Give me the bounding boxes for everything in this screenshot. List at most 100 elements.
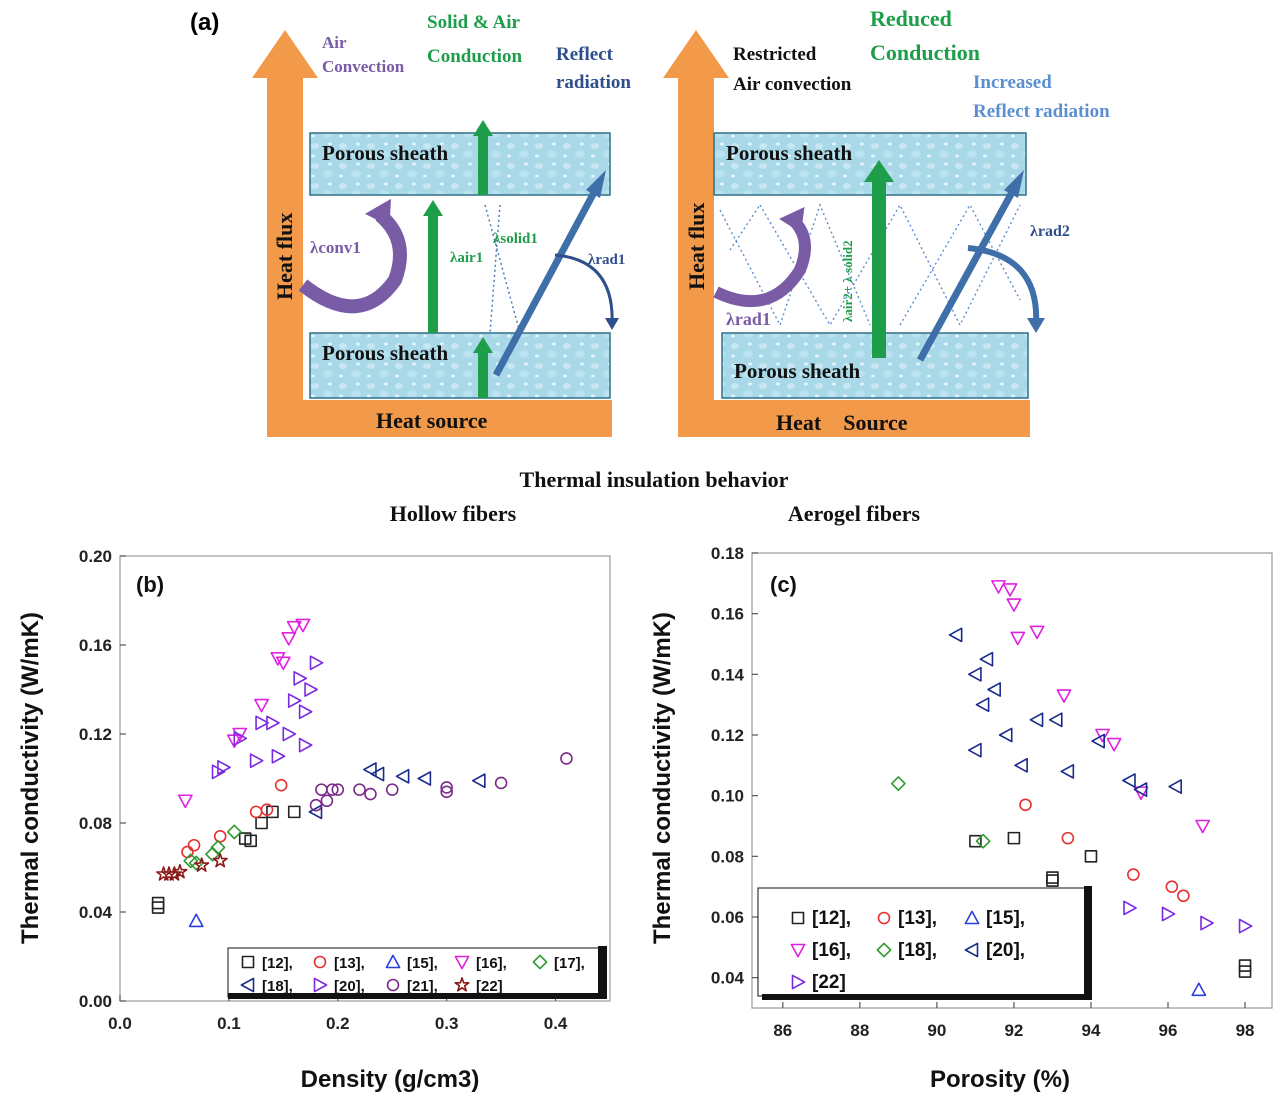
data-point-16 [281, 632, 297, 646]
radiation-arrow-right [916, 183, 1020, 362]
right-schematic: Heat flux Heat Source Porous sheath Poro… [663, 6, 1110, 437]
legend-marker-12 [241, 955, 255, 969]
legend-label-20: [20], [986, 940, 1025, 961]
data-point-12 [1046, 874, 1059, 887]
reduced-line1: Reduced [870, 6, 952, 31]
y-tick-label: 0.06 [711, 908, 744, 927]
legend-label-13: [13], [898, 908, 937, 929]
data-point-13 [260, 803, 274, 816]
data-point-16 [1106, 737, 1122, 752]
convection-arrowhead-right [779, 207, 805, 233]
chart-b-points [151, 618, 573, 928]
legend-label-22: [22] [476, 978, 503, 995]
porous-sheath-bottom-left [309, 332, 611, 399]
chart-c: Aerogel fibers (c) 0.040.060.080.100.120… [649, 501, 1273, 1093]
data-point-12 [1084, 850, 1098, 863]
data-point-22 [161, 866, 177, 881]
x-tick-label: 0.2 [326, 1014, 350, 1033]
radiation-arrow-left [492, 183, 602, 377]
rad-angle-arc-right [967, 245, 1040, 326]
solid-air-line1: Solid & Air [427, 12, 520, 33]
data-point-20 [1091, 733, 1105, 749]
legend-marker-20 [313, 977, 328, 993]
solid-air-line2: Conduction [427, 46, 522, 67]
data-point-16 [1056, 689, 1072, 703]
data-point-20 [304, 682, 318, 697]
data-point-17 [210, 840, 226, 855]
heat-flux-arrow-right [663, 30, 1030, 437]
x-tick-label: 94 [1082, 1021, 1101, 1040]
data-point-12 [1007, 831, 1021, 845]
chart-b-title: Hollow fibers [390, 501, 517, 526]
data-point-20 [968, 742, 982, 758]
y-tick-label: 0.12 [711, 726, 744, 745]
x-tick-label: 98 [1236, 1021, 1255, 1040]
data-point-20 [1060, 764, 1075, 779]
data-point-22 [1161, 906, 1176, 922]
porous-sheath-bottom-left-label: Porous sheath [322, 341, 449, 365]
x-tick-label: 0.0 [108, 1014, 132, 1033]
heat-flux-arrow-left [252, 30, 612, 437]
data-point-22 [194, 857, 210, 872]
data-point-20 [266, 715, 280, 731]
legend-label-18: [18], [262, 978, 293, 995]
air-convection-line1: Air [322, 33, 347, 52]
chart-c-points [890, 580, 1253, 997]
reduced-line2: Conduction [870, 40, 980, 65]
heat-source-label-right: Heat Source [776, 410, 908, 435]
data-point-12 [287, 805, 301, 819]
data-point-20 [948, 627, 963, 643]
lambda-air-solid2: λair2+ λ solid2 [840, 240, 855, 322]
legend-label-22: [22] [812, 972, 846, 993]
chart-c-plot-frame [751, 552, 1273, 1009]
data-point-21 [353, 783, 366, 796]
data-point-21 [385, 783, 399, 796]
data-point-16 [1006, 598, 1022, 612]
legend-marker-18 [876, 942, 892, 958]
data-point-16 [1195, 819, 1211, 834]
chart-c-legend-entries: [12], [13], [15], [16], [18], [20], [22] [790, 908, 1025, 993]
data-point-22 [172, 864, 188, 879]
data-point-22 [166, 866, 182, 881]
data-point-13 [1019, 798, 1032, 812]
data-point-20 [1122, 773, 1136, 788]
chart-b-xlabel: Density (g/cm3) [301, 1066, 480, 1093]
data-point-21 [326, 783, 339, 796]
data-point-12 [151, 901, 165, 914]
chart-b: Hollow fibers (b) 0.000.040.080.120.160.… [17, 501, 611, 1093]
data-point-16 [270, 652, 286, 666]
lambda-solid1: λsolid1 [493, 231, 538, 247]
legend-marker-17 [532, 954, 548, 970]
lambda-rad2: λrad2 [1030, 223, 1070, 240]
data-point-16 [1133, 786, 1149, 801]
data-point-16 [177, 794, 193, 809]
x-tick-label: 96 [1159, 1021, 1178, 1040]
data-point-20 [298, 737, 313, 753]
y-tick-label: 0.10 [711, 787, 744, 806]
data-point-21 [331, 783, 345, 796]
y-tick-label: 0.04 [711, 969, 745, 988]
y-tick-label: 0.08 [711, 847, 744, 866]
porous-sheath-top-left-label: Porous sheath [322, 141, 449, 165]
data-point-16 [1002, 583, 1018, 597]
rad-angle-arc-left [554, 253, 614, 326]
data-point-13 [187, 838, 201, 852]
porous-sheath-top-right-label: Porous sheath [726, 141, 853, 165]
green-conduction-arrowhead-right [864, 160, 894, 182]
data-point-12 [151, 896, 165, 910]
data-point-20 [1133, 782, 1148, 797]
legend-marker-18 [240, 977, 255, 993]
legend-label-16: [16], [812, 940, 851, 961]
legend-marker-16 [454, 955, 470, 970]
data-point-16 [295, 618, 311, 633]
data-point-20 [1014, 757, 1028, 773]
chart-c-legend: [12], [13], [15], [16], [18], [20], [22] [757, 886, 1092, 1000]
data-point-15 [1191, 982, 1207, 997]
green-conduction-arrow-right [872, 178, 886, 358]
data-point-13 [249, 805, 263, 819]
data-point-20 [249, 753, 264, 769]
chart-c-legend-shadow-right [1084, 886, 1092, 999]
data-point-18 [417, 771, 432, 786]
legend-marker-13 [877, 911, 891, 925]
data-point-21 [440, 785, 453, 799]
